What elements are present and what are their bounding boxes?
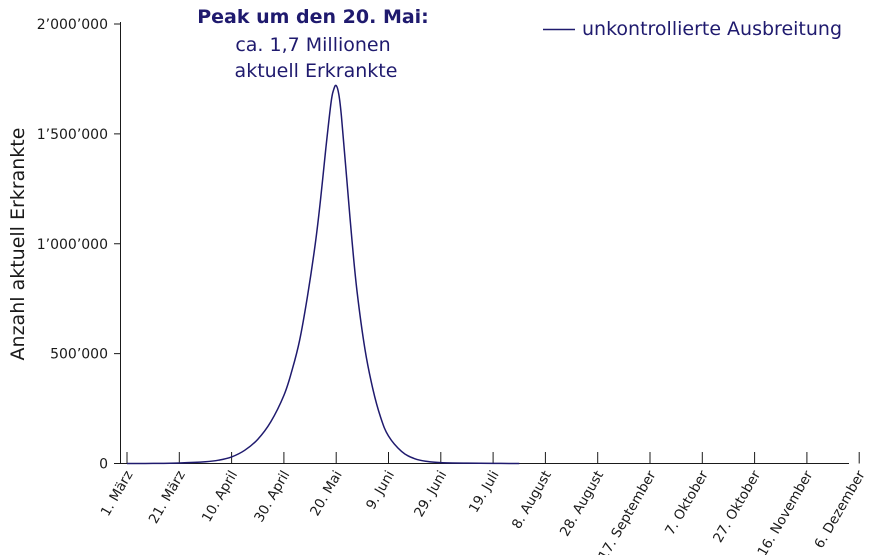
x-tick-label-11: 7. Oktober xyxy=(662,468,712,538)
x-tick-label-4: 20. Mai xyxy=(307,468,346,519)
y-tick-label-1500000: 1’500’000 xyxy=(37,127,108,143)
x-tick-label-8: 8. August xyxy=(509,468,555,532)
x-tick-label-9: 28. August xyxy=(557,468,607,539)
annotation-title: Peak um den 20. Mai: xyxy=(197,6,429,28)
legend: unkontrollierte Ausbreitung xyxy=(543,18,842,40)
x-tick-label-12: 27. Oktober xyxy=(710,468,764,546)
y-tick-label-500000: 500’000 xyxy=(50,347,108,363)
x-tick-label-6: 29. Juni xyxy=(411,468,450,520)
y-axis-ticks: 0 500’000 1’000’000 1’500’000 2’000’000 xyxy=(37,17,121,473)
x-tick-label-3: 30. April xyxy=(251,468,293,525)
legend-label: unkontrollierte Ausbreitung xyxy=(582,18,842,40)
y-tick-label-0: 0 xyxy=(99,457,108,473)
x-tick-label-7: 19. Juli xyxy=(466,468,503,516)
x-tick-label-1: 21. März xyxy=(146,468,189,527)
annotation-line-1: ca. 1,7 Millionen xyxy=(235,34,390,56)
peak-annotation: Peak um den 20. Mai: ca. 1,7 Millionen a… xyxy=(197,6,429,82)
x-tick-label-0: 1. März xyxy=(98,468,137,519)
y-tick-label-2000000: 2’000’000 xyxy=(37,17,108,33)
x-tick-label-14: 6. Dezember xyxy=(811,468,869,552)
x-tick-label-5: 9. Juni xyxy=(363,468,398,512)
x-tick-label-2: 10. April xyxy=(199,468,241,525)
annotation-line-2: aktuell Erkrankte xyxy=(235,60,398,82)
y-axis-title: Anzahl aktuell Erkrankte xyxy=(7,128,29,361)
series-line-unkontrollierte-ausbreitung xyxy=(126,84,520,465)
y-tick-label-1000000: 1’000’000 xyxy=(37,237,108,253)
x-tick-label-10: 17. September xyxy=(595,468,659,555)
x-tick-label-13: 16. November xyxy=(755,468,817,555)
x-axis-ticks: 1. März 21. März 10. April 30. April 20. Mai… xyxy=(98,452,869,555)
